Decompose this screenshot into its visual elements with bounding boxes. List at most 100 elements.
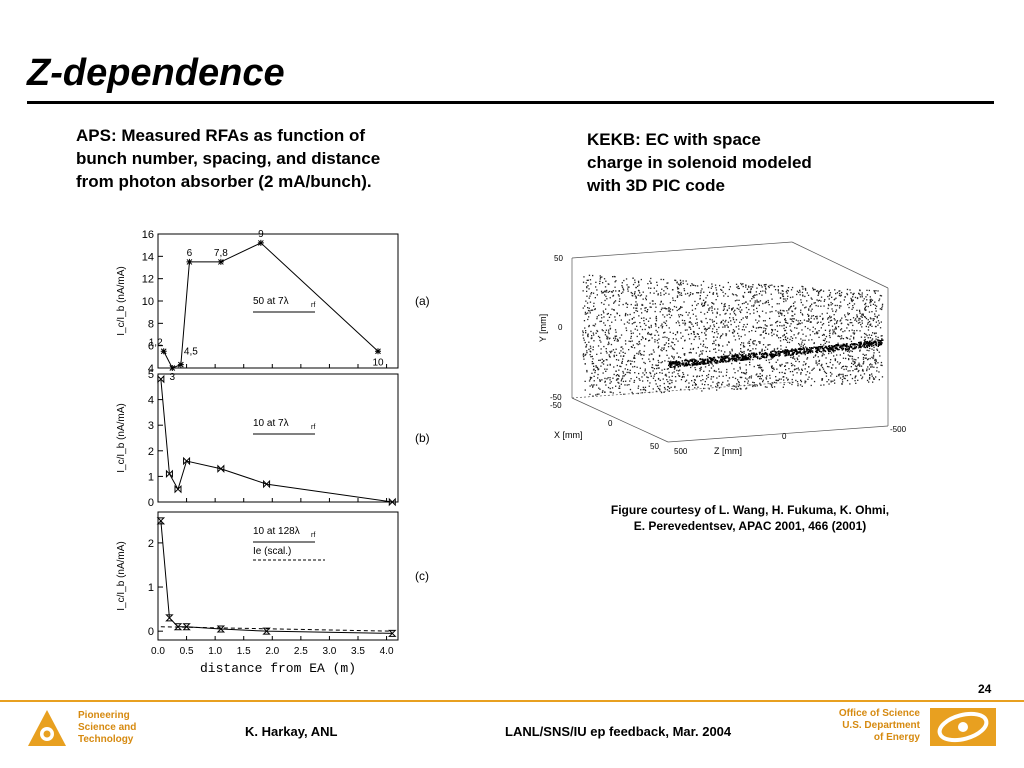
- tagline-line-3: Technology: [78, 734, 134, 745]
- data-point: [165, 469, 173, 479]
- panel-3: 0 1 2 I_c/I_b (nA/mA) 10 at 128λ rf Ie (scal.)…: [116, 511, 429, 676]
- point-label: 4,5: [184, 347, 198, 358]
- series-line: [160, 520, 393, 634]
- y-tick-label: 14: [142, 251, 154, 263]
- y-axis-label: I_c/I_b (nA/mA): [116, 266, 127, 335]
- data-point: [263, 479, 271, 489]
- kekb-line-3: with 3D PIC code: [587, 176, 725, 195]
- panel-label: (c): [415, 569, 429, 583]
- y-tick-label: 8: [148, 318, 154, 330]
- aps-line-1: APS: Measured RFAs as function of: [76, 126, 366, 145]
- y-tick-label: 1: [148, 582, 154, 594]
- box-axes: [571, 241, 889, 443]
- data-point: [165, 614, 174, 622]
- x-tick-label: 2.5: [294, 646, 308, 657]
- x-axis-label: distance from EA (m): [200, 661, 356, 676]
- panel-frame: [157, 373, 399, 503]
- y-tick-label: 0: [148, 497, 154, 509]
- data-point: [217, 464, 225, 473]
- doe-logo-icon: [930, 708, 996, 746]
- y-axis-label: I_c/I_b (nA/mA): [116, 541, 127, 610]
- doe-line-2: U.S. Department: [842, 720, 920, 731]
- tagline-line-2: Science and: [78, 722, 137, 733]
- data-point: [186, 258, 193, 265]
- caption-line-1: Figure courtesy of L. Wang, H. Fukuma, K…: [610, 503, 890, 517]
- x-tick-label: 2.0: [265, 646, 279, 657]
- footer-tagline: Pioneering Science and Technology: [78, 710, 136, 746]
- z-axis-label: Z [mm]: [714, 446, 742, 456]
- point-label: 6: [187, 248, 193, 259]
- data-point: [160, 348, 167, 355]
- page-number: 24: [978, 682, 992, 696]
- data-point: [388, 497, 396, 507]
- series-line: [160, 379, 393, 503]
- argonne-logo-icon: [28, 710, 66, 746]
- z-tick-0: 0: [782, 432, 787, 441]
- y-tick-neg50: -50: [550, 393, 562, 402]
- title-underline: [27, 101, 994, 104]
- x-tick-label: 4.0: [380, 646, 394, 657]
- data-point: [217, 258, 224, 265]
- footer-author: K. Harkay, ANL: [245, 724, 338, 739]
- x-tick-0: 0: [608, 419, 613, 428]
- data-point: [182, 623, 191, 631]
- data-point: [174, 484, 182, 494]
- footer-rule: [0, 700, 1024, 702]
- x-tick-50: 50: [650, 442, 659, 451]
- data-point: [183, 456, 191, 466]
- legend-subscript: rf: [311, 532, 315, 539]
- y-tick-50: 50: [554, 254, 563, 263]
- y-tick-label: 2: [148, 538, 154, 550]
- x-tick-label: 0.5: [180, 646, 194, 657]
- y-tick-label: 2: [148, 446, 154, 458]
- panel-1: 4 6 8 10 12 14 16 I_c/I_b (nA/mA) 1,2 3 4,5 6 7,8 9 10…: [116, 229, 430, 383]
- data-point: [177, 361, 184, 368]
- y-tick-label: 16: [142, 229, 154, 241]
- panel-label: (b): [415, 431, 430, 445]
- y-axis-label: I_c/I_b (nA/mA): [116, 403, 127, 472]
- y-tick-label: 12: [142, 274, 154, 286]
- legend-text-2: Ie (scal.): [253, 546, 291, 557]
- aps-description: APS: Measured RFAs as function of bunch …: [76, 124, 380, 193]
- legend-subscript: rf: [311, 302, 315, 309]
- point-label: 1,2: [149, 337, 163, 348]
- x-tick-neg50: -50: [550, 401, 562, 410]
- panel-2: 0 1 2 3 4 5 I_c/I_b (nA/mA) 10 at 7λ rf (b): [116, 369, 430, 509]
- kekb-line-2: charge in solenoid modeled: [587, 153, 812, 172]
- doe-line-3: of Energy: [873, 732, 920, 743]
- aps-line-3: from photon absorber (2 mA/bunch).: [76, 172, 372, 191]
- y-tick-label: 1: [148, 471, 154, 483]
- aps-line-2: bunch number, spacing, and distance: [76, 149, 381, 168]
- data-point: [375, 348, 381, 355]
- footer-doe-text: Office of Science U.S. Department of Ene…: [808, 708, 920, 744]
- data-point: [257, 239, 264, 246]
- x-tick-label: 1.0: [208, 646, 222, 657]
- kekb-3d-scatter: 50 0 -50 -50 0 50 500 0 -500 Y [mm] X [m…: [538, 241, 907, 456]
- y-axis-label: Y [mm]: [538, 314, 548, 342]
- legend-text: 50 at 7λ: [253, 296, 289, 307]
- point-label: 7,8: [214, 248, 228, 259]
- y-tick-label: 4: [148, 363, 154, 375]
- legend-text: 10 at 128λ: [253, 526, 300, 537]
- point-label: 3: [170, 372, 176, 383]
- x-tick-label: 0.0: [151, 646, 165, 657]
- data-point: [262, 627, 271, 635]
- legend-text: 10 at 7λ: [253, 418, 289, 429]
- caption-line-2: E. Perevedentsev, APAC 2001, 466 (2001): [633, 519, 867, 533]
- legend-subscript: rf: [311, 424, 315, 431]
- data-point: [169, 365, 176, 371]
- data-point: [216, 625, 226, 633]
- y-tick-label: 10: [142, 296, 154, 308]
- point-label: 9: [258, 229, 264, 240]
- data-point: [173, 623, 183, 631]
- y-tick-label: 5: [148, 369, 154, 381]
- electron-cloud: [582, 274, 884, 397]
- point-label: 10: [372, 357, 384, 368]
- y-tick-label: 6: [148, 341, 154, 353]
- x-tick-label: 3.5: [351, 646, 365, 657]
- panel-label: (a): [415, 294, 430, 308]
- x-tick-label: 1.5: [237, 646, 251, 657]
- y-tick-label: 0: [148, 626, 154, 638]
- data-point: [157, 374, 165, 384]
